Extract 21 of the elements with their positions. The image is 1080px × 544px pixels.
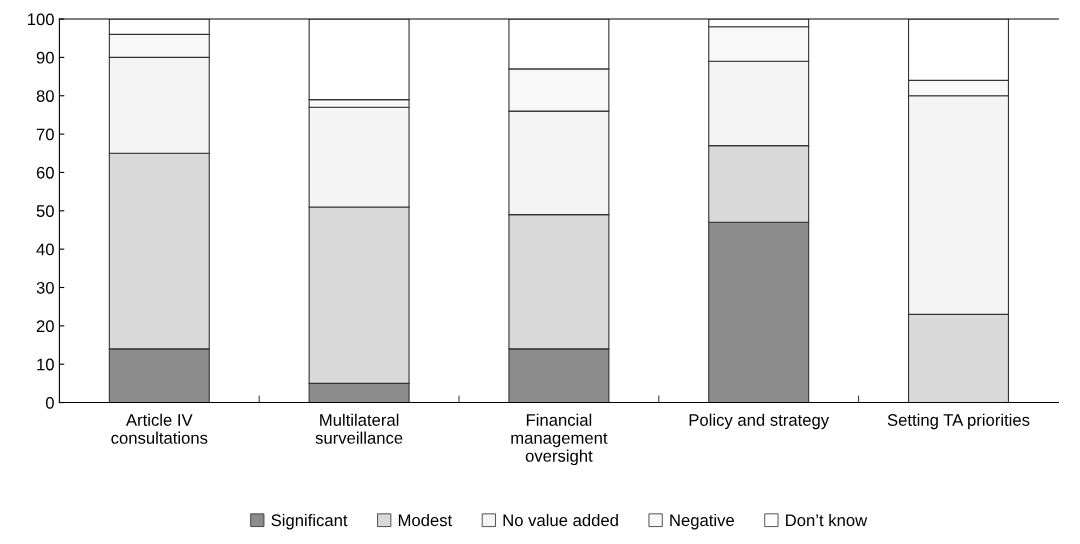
y-tick-label: 70 <box>36 128 54 141</box>
legend-label: Negative <box>670 513 734 530</box>
y-tick-label: 100 <box>28 13 54 26</box>
x-tick-label: Setting TA priorities <box>887 413 1030 430</box>
legend-label: Don’t know <box>786 513 868 527</box>
y-tick-label: 30 <box>36 281 54 294</box>
y-tick-label: 90 <box>36 51 54 64</box>
legend-label: No value added <box>503 513 618 527</box>
y-tick-label: 0 <box>45 396 54 409</box>
y-tick-label: 60 <box>36 166 54 179</box>
y-tick-label: 10 <box>37 358 54 371</box>
legend-label: Modest <box>398 513 453 527</box>
y-tick-label: 80 <box>36 90 54 102</box>
y-tick-label: 40 <box>36 243 54 256</box>
y-tick-label: 50 <box>36 205 54 217</box>
x-tick-label: Article IV consultations <box>111 413 208 444</box>
y-tick-label: 20 <box>36 320 54 333</box>
x-tick-label: Financial management oversight <box>511 413 608 466</box>
x-tick-label: Policy and strategy <box>689 413 830 430</box>
legend-label: Significant <box>271 513 348 530</box>
x-tick-label: Multilateral surveillance <box>315 413 403 444</box>
